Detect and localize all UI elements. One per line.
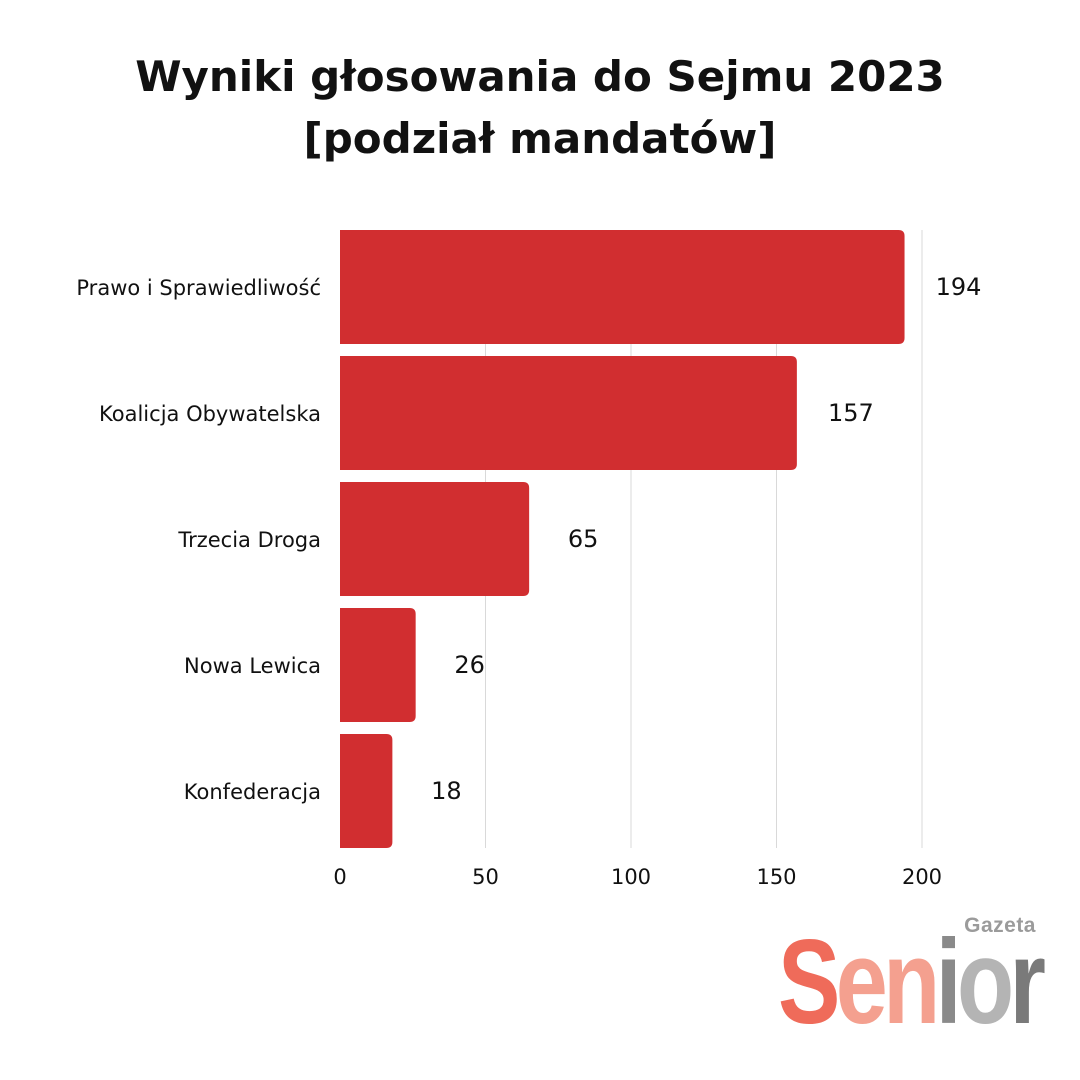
logo-gazeta-text: Gazeta xyxy=(964,914,1036,937)
category-label: Trzecia Droga xyxy=(177,528,321,552)
bar xyxy=(340,230,905,344)
chart-title-line-2: [podział mandatów] xyxy=(303,114,777,163)
logo-letter: i xyxy=(935,915,962,1049)
chart-title: Wyniki głosowania do Sejmu 2023 [podział… xyxy=(0,46,1080,170)
category-label: Konfederacja xyxy=(184,780,321,804)
x-tick-label: 150 xyxy=(756,865,796,889)
value-label: 194 xyxy=(936,273,982,301)
x-axis-tick-labels: 0 50 100 150 200 xyxy=(333,865,942,889)
category-label: Koalicja Obywatelska xyxy=(99,402,321,426)
x-tick-label: 100 xyxy=(611,865,651,889)
category-labels: Prawo i Sprawiedliwość Koalicja Obywatels… xyxy=(76,276,321,804)
bar xyxy=(340,608,416,722)
x-tick-label: 0 xyxy=(333,865,346,889)
value-label: 26 xyxy=(454,651,485,679)
logo-letter: n xyxy=(883,915,940,1049)
x-tick-label: 50 xyxy=(472,865,499,889)
gazeta-senior-logo: Gazeta Senior xyxy=(776,912,1046,1042)
x-tick-label: 200 xyxy=(902,865,942,889)
logo-letter: o xyxy=(956,915,1014,1049)
category-label: Prawo i Sprawiedliwość xyxy=(76,276,321,300)
chart-title-line-1: Wyniki głosowania do Sejmu 2023 xyxy=(135,52,945,101)
value-label: 65 xyxy=(568,525,599,553)
logo-letter: e xyxy=(835,915,888,1049)
value-labels: 194 157 65 26 18 xyxy=(431,273,981,805)
logo-letter: r xyxy=(1009,915,1045,1049)
logo-senior-text: Senior xyxy=(778,922,1046,1042)
value-label: 157 xyxy=(828,399,874,427)
bar xyxy=(340,734,393,848)
logo-letter: S xyxy=(778,915,840,1049)
bar xyxy=(340,356,797,470)
category-label: Nowa Lewica xyxy=(184,654,321,678)
bars xyxy=(340,230,905,848)
bar xyxy=(340,482,530,596)
value-label: 18 xyxy=(431,777,462,805)
